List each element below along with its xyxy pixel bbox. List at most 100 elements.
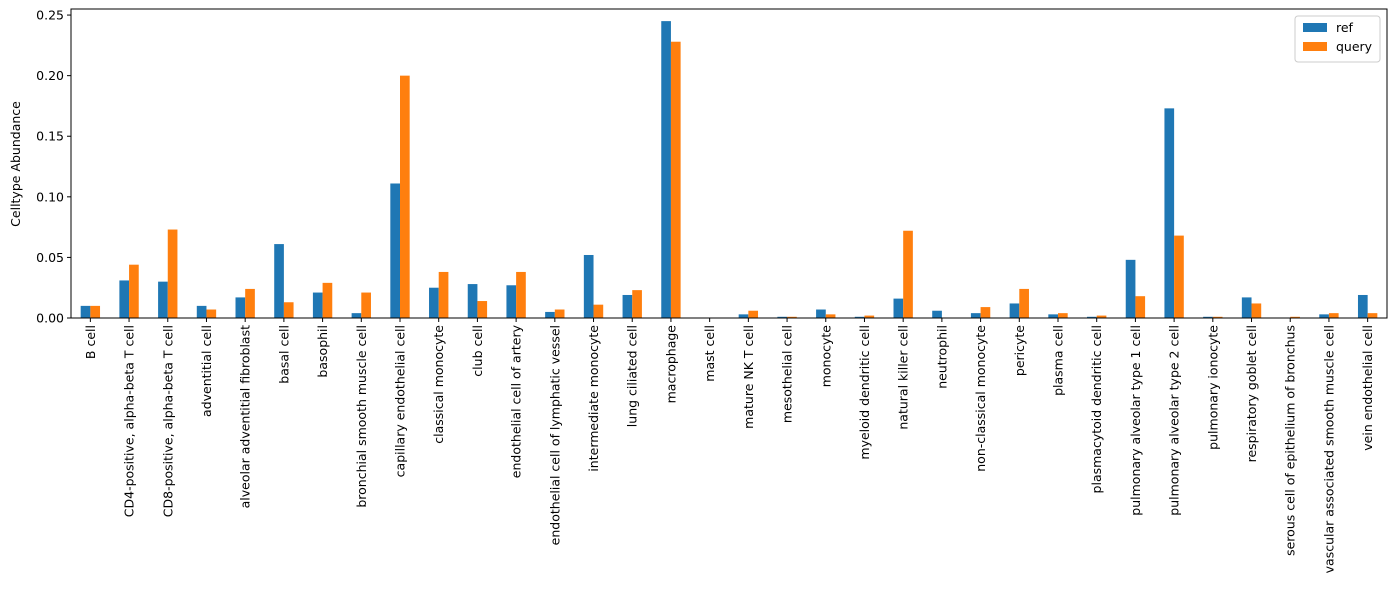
bar-ref bbox=[1203, 316, 1213, 318]
bar-ref bbox=[1087, 316, 1097, 318]
bar-ref bbox=[1164, 108, 1175, 318]
y-tick-label: 0.10 bbox=[36, 189, 64, 204]
bar-ref bbox=[1048, 314, 1058, 318]
x-tick-label: CD8-positive, alpha-beta T cell bbox=[160, 325, 175, 517]
bar-query bbox=[90, 305, 101, 318]
bar-query bbox=[1212, 316, 1223, 318]
bar-query bbox=[1096, 315, 1107, 318]
bar-query bbox=[245, 288, 255, 318]
legend-swatch-query bbox=[1303, 42, 1327, 51]
bar-ref bbox=[1241, 297, 1252, 318]
x-tick-label: adventitial cell bbox=[199, 325, 214, 417]
bar-query bbox=[322, 282, 333, 318]
bar-query bbox=[167, 229, 178, 318]
plot-area bbox=[70, 8, 1388, 319]
bar-query bbox=[1251, 303, 1262, 318]
bar-ref bbox=[583, 254, 594, 318]
x-tick-label: non-classical monocyte bbox=[973, 325, 988, 472]
bar-query bbox=[283, 302, 294, 318]
bar-ref bbox=[429, 287, 439, 318]
x-tick-label: mesothelial cell bbox=[780, 325, 795, 423]
x-tick-label: pulmonary ionocyte bbox=[1205, 325, 1220, 450]
bar-ref bbox=[661, 21, 671, 319]
bar-query bbox=[1290, 316, 1300, 318]
y-tick-label: 0.05 bbox=[36, 250, 64, 265]
bar-query bbox=[1058, 313, 1068, 318]
x-tick-label: pulmonary alveolar type 1 cell bbox=[1128, 325, 1143, 516]
bar-query bbox=[1328, 313, 1339, 318]
bar-query bbox=[516, 271, 526, 318]
y-axis: 0.00 0.05 0.10 0.15 0.20 0.25 bbox=[36, 8, 71, 326]
bar-ref bbox=[80, 305, 91, 318]
bar-query bbox=[748, 310, 759, 318]
bar-query bbox=[206, 309, 217, 318]
bar-query bbox=[1174, 235, 1184, 318]
plot-frame bbox=[70, 8, 1388, 319]
legend-label-ref: ref bbox=[1336, 20, 1354, 35]
bar-ref bbox=[506, 285, 517, 318]
bar-ref bbox=[738, 314, 749, 318]
x-tick-label: macrophage bbox=[663, 325, 678, 404]
bar-query bbox=[980, 307, 991, 318]
bar-query bbox=[1135, 296, 1146, 318]
bar-ref bbox=[274, 244, 284, 318]
y-tick-label: 0.25 bbox=[36, 8, 64, 23]
bar-ref bbox=[235, 297, 246, 318]
x-tick-label: CD4-positive, alpha-beta T cell bbox=[122, 325, 137, 517]
x-tick-label: B cell bbox=[83, 325, 98, 359]
bar-query bbox=[864, 315, 875, 318]
bar-query bbox=[554, 309, 565, 318]
x-tick-label: pericyte bbox=[1012, 325, 1027, 376]
x-tick-label: plasma cell bbox=[1051, 325, 1066, 396]
x-tick-label: lung ciliated cell bbox=[625, 325, 640, 427]
bar-ref bbox=[932, 310, 942, 318]
bar-query bbox=[1019, 288, 1029, 318]
bar-ref bbox=[196, 305, 207, 318]
x-tick-label: basal cell bbox=[276, 325, 291, 384]
x-tick-label: club cell bbox=[470, 325, 485, 377]
x-tick-label: classical monocyte bbox=[431, 325, 446, 444]
x-tick-label: neutrophil bbox=[934, 325, 949, 389]
x-tick-label: capillary endothelial cell bbox=[393, 325, 408, 477]
x-tick-label: monocyte bbox=[818, 325, 833, 388]
y-tick-label: 0.15 bbox=[36, 129, 64, 144]
bar-ref bbox=[854, 316, 865, 318]
bar-query bbox=[670, 41, 681, 318]
x-tick-label: plasmacytoid dendritic cell bbox=[1089, 325, 1104, 493]
bar-ref bbox=[777, 316, 788, 318]
y-tick-label: 0.20 bbox=[36, 68, 64, 83]
legend-swatch-ref bbox=[1303, 23, 1327, 32]
bar-query bbox=[903, 230, 913, 318]
x-tick-label: myeloid dendritic cell bbox=[857, 325, 872, 460]
bar-query bbox=[129, 264, 139, 318]
bar-ref bbox=[1357, 294, 1368, 318]
bar-ref bbox=[119, 280, 130, 318]
x-tick-label: intermediate monocyte bbox=[586, 325, 601, 472]
bar-ref bbox=[390, 183, 400, 318]
x-tick-label: respiratory goblet cell bbox=[1244, 325, 1259, 462]
x-tick-label: serous cell of epithelium of bronchus bbox=[1283, 325, 1298, 556]
x-tick-label: vein endothelial cell bbox=[1360, 325, 1375, 451]
bar-query bbox=[632, 290, 642, 318]
x-tick-label: endothelial cell of artery bbox=[509, 324, 524, 478]
bar-query bbox=[361, 292, 371, 318]
bar-ref bbox=[545, 311, 555, 318]
legend[interactable]: ref query bbox=[1294, 15, 1381, 63]
x-tick-label: basophil bbox=[315, 325, 330, 378]
bar-ref bbox=[467, 284, 478, 318]
bar-query bbox=[825, 314, 836, 318]
x-tick-label: alveolar adventitial fibroblast bbox=[238, 325, 253, 508]
bar-ref bbox=[816, 309, 826, 318]
bar-ref bbox=[312, 292, 323, 318]
bar-ref bbox=[351, 313, 362, 318]
bar-ref bbox=[1009, 303, 1020, 318]
bar-query bbox=[787, 316, 797, 318]
x-tick-label: natural killer cell bbox=[896, 325, 911, 430]
bars-group bbox=[80, 21, 1378, 319]
bar-ref bbox=[1125, 259, 1136, 318]
bar-ref bbox=[158, 281, 168, 318]
x-tick-label: mast cell bbox=[702, 325, 717, 382]
bar-query bbox=[438, 271, 449, 318]
x-tick-label: bronchial smooth muscle cell bbox=[354, 325, 369, 508]
